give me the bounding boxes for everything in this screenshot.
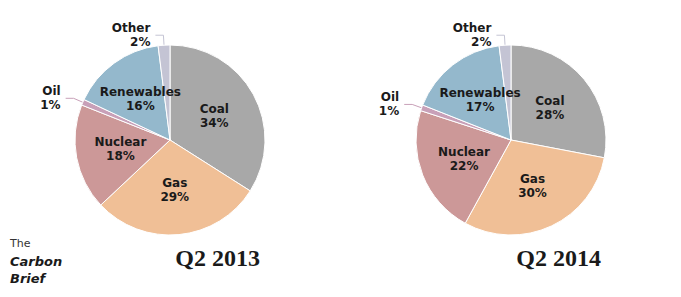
svg-text:Nuclear: Nuclear xyxy=(438,145,490,159)
svg-text:The: The xyxy=(9,237,31,250)
svg-text:Other: Other xyxy=(112,21,151,35)
svg-text:1%: 1% xyxy=(40,98,60,112)
svg-text:22%: 22% xyxy=(450,159,479,173)
svg-text:28%: 28% xyxy=(536,108,565,122)
svg-text:Oil: Oil xyxy=(42,84,60,98)
svg-text:Gas: Gas xyxy=(162,176,187,190)
svg-text:2%: 2% xyxy=(130,35,150,49)
svg-text:29%: 29% xyxy=(160,190,189,204)
svg-text:Q2 2014: Q2 2014 xyxy=(516,245,601,271)
svg-text:2%: 2% xyxy=(471,35,491,49)
svg-text:30%: 30% xyxy=(518,186,547,200)
svg-text:17%: 17% xyxy=(466,100,495,114)
svg-text:Gas: Gas xyxy=(520,172,545,186)
svg-text:Other: Other xyxy=(453,21,492,35)
svg-text:Coal: Coal xyxy=(200,102,229,116)
svg-text:1%: 1% xyxy=(379,104,399,118)
svg-text:Oil: Oil xyxy=(381,90,399,104)
svg-text:18%: 18% xyxy=(106,149,135,163)
svg-text:34%: 34% xyxy=(200,116,229,130)
svg-text:Q2 2013: Q2 2013 xyxy=(175,245,260,271)
svg-text:Coal: Coal xyxy=(535,94,564,108)
svg-text:16%: 16% xyxy=(126,99,155,113)
svg-text:Renewables: Renewables xyxy=(100,85,181,99)
svg-text:Carbon: Carbon xyxy=(10,254,62,269)
svg-text:Nuclear: Nuclear xyxy=(94,135,146,149)
svg-text:Renewables: Renewables xyxy=(439,86,520,100)
svg-text:Brief: Brief xyxy=(10,271,48,286)
